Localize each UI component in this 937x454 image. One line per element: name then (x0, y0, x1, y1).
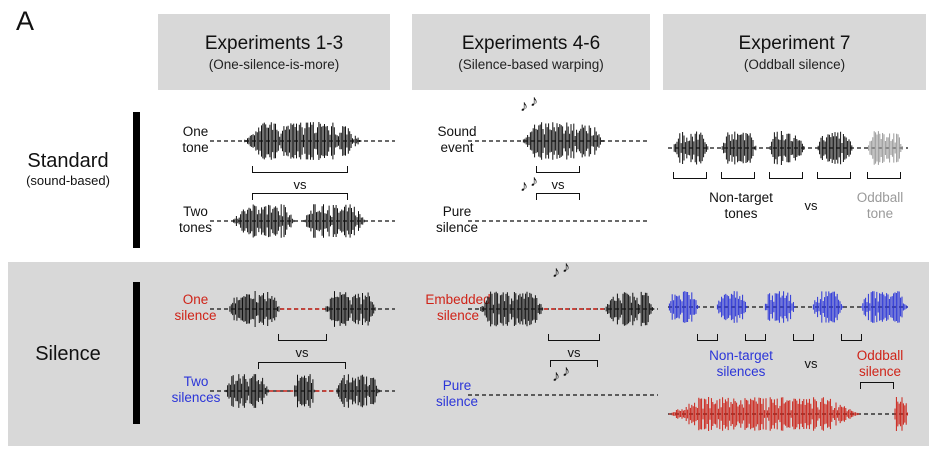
oddball-tone-bracket (867, 172, 901, 179)
column-title: Experiment 7 (738, 32, 851, 54)
standard-row-bar (133, 112, 140, 248)
vs-label: vs (804, 198, 818, 213)
oddball-silence-bracket (860, 382, 894, 389)
two-tones-waveform (210, 198, 395, 244)
two-tones-label: Two tones (178, 204, 213, 235)
embedded-silence-label: Embedded silence (425, 292, 491, 323)
two-silences-label: Two silences (171, 374, 221, 405)
silence-bracket-4 (841, 334, 862, 341)
vs-label: vs (293, 177, 307, 192)
note-icon: ♪ (552, 368, 562, 385)
note-icon: ♪ (552, 264, 562, 281)
column-subtitle: (Oddball silence) (743, 56, 846, 72)
embedded-silence-waveform (468, 286, 658, 332)
silence-bracket-3 (793, 334, 814, 341)
music-notes-icon: ♪♪ (552, 363, 572, 386)
one-silence-waveform (210, 286, 395, 332)
oddball-tone-label: Oddball tone (856, 190, 904, 221)
sound-event-waveform (468, 118, 648, 164)
note-icon: ♪ (520, 178, 530, 195)
note-icon: ♪ (562, 259, 572, 276)
sound-event-label: Sound event (437, 124, 477, 155)
standard-row-label: Standard (sound-based) (8, 150, 128, 188)
column-header-experiment-7: Experiment 7 (Oddball silence) (663, 14, 926, 90)
column-header-experiments-4-6: Experiments 4-6 (Silence-based warping) (412, 14, 650, 90)
two-silences-waveform (210, 368, 395, 414)
music-notes-icon: ♪♪ (552, 259, 572, 282)
non-target-tones-label: Non-target tones (709, 190, 773, 221)
oddball-silence-label: Oddball silence (856, 348, 904, 379)
column-title: Experiments 4-6 (461, 32, 601, 54)
tone-bracket-3 (769, 172, 803, 179)
column-subtitle: (Silence-based warping) (458, 56, 604, 72)
silence-label: Silence (35, 343, 101, 365)
non-target-silences-waveform (668, 282, 908, 332)
oddball-tone-waveform (668, 122, 908, 174)
embedded-silence-bracket (548, 334, 600, 341)
pure-silence-bottom-bracket (550, 360, 598, 367)
oddball-silence-waveform (668, 388, 908, 440)
one-tone-bracket (252, 166, 348, 173)
standard-sublabel: (sound-based) (26, 173, 110, 188)
silence-bracket-1 (697, 334, 718, 341)
tone-bracket-1 (673, 172, 707, 179)
pure-silence-bracket (536, 193, 580, 200)
one-silence-bracket (278, 334, 327, 341)
music-notes-icon: ♪♪ (520, 173, 540, 196)
vs-label: vs (551, 177, 565, 192)
pure-silence-bottom-dashed-line (468, 372, 658, 418)
music-notes-icon: ♪♪ (520, 93, 540, 116)
silence-row-bar (133, 282, 140, 424)
vs-label: vs (567, 345, 581, 360)
silence-bracket-2 (745, 334, 766, 341)
tone-bracket-4 (817, 172, 851, 179)
pure-silence-dashed-line (468, 198, 648, 244)
panel-letter: A (16, 6, 35, 36)
standard-label: Standard (27, 150, 109, 172)
column-subtitle: (One-silence-is-more) (208, 56, 340, 72)
pure-silence-bottom-label: Pure silence (435, 378, 479, 409)
note-icon: ♪ (520, 98, 530, 115)
one-silence-label: One silence (174, 292, 217, 323)
tone-bracket-2 (721, 172, 755, 179)
one-tone-waveform (210, 118, 395, 164)
non-target-silences-label: Non-target silences (709, 348, 773, 379)
column-title: Experiments 1-3 (204, 32, 344, 54)
column-header-experiments-1-3: Experiments 1-3 (One-silence-is-more) (158, 14, 390, 90)
sound-event-bracket (536, 166, 580, 173)
vs-label: vs (804, 356, 818, 371)
note-icon: ♪ (530, 93, 540, 110)
two-tones-bracket (252, 193, 348, 200)
silence-row-label: Silence (8, 343, 128, 366)
non-target-tones-waveform (668, 122, 908, 174)
one-tone-label: One tone (182, 124, 209, 155)
note-icon: ♪ (530, 173, 540, 190)
note-icon: ♪ (562, 363, 572, 380)
pure-silence-label: Pure silence (435, 204, 479, 235)
two-silences-bracket (258, 362, 346, 369)
vs-label: vs (295, 345, 309, 360)
